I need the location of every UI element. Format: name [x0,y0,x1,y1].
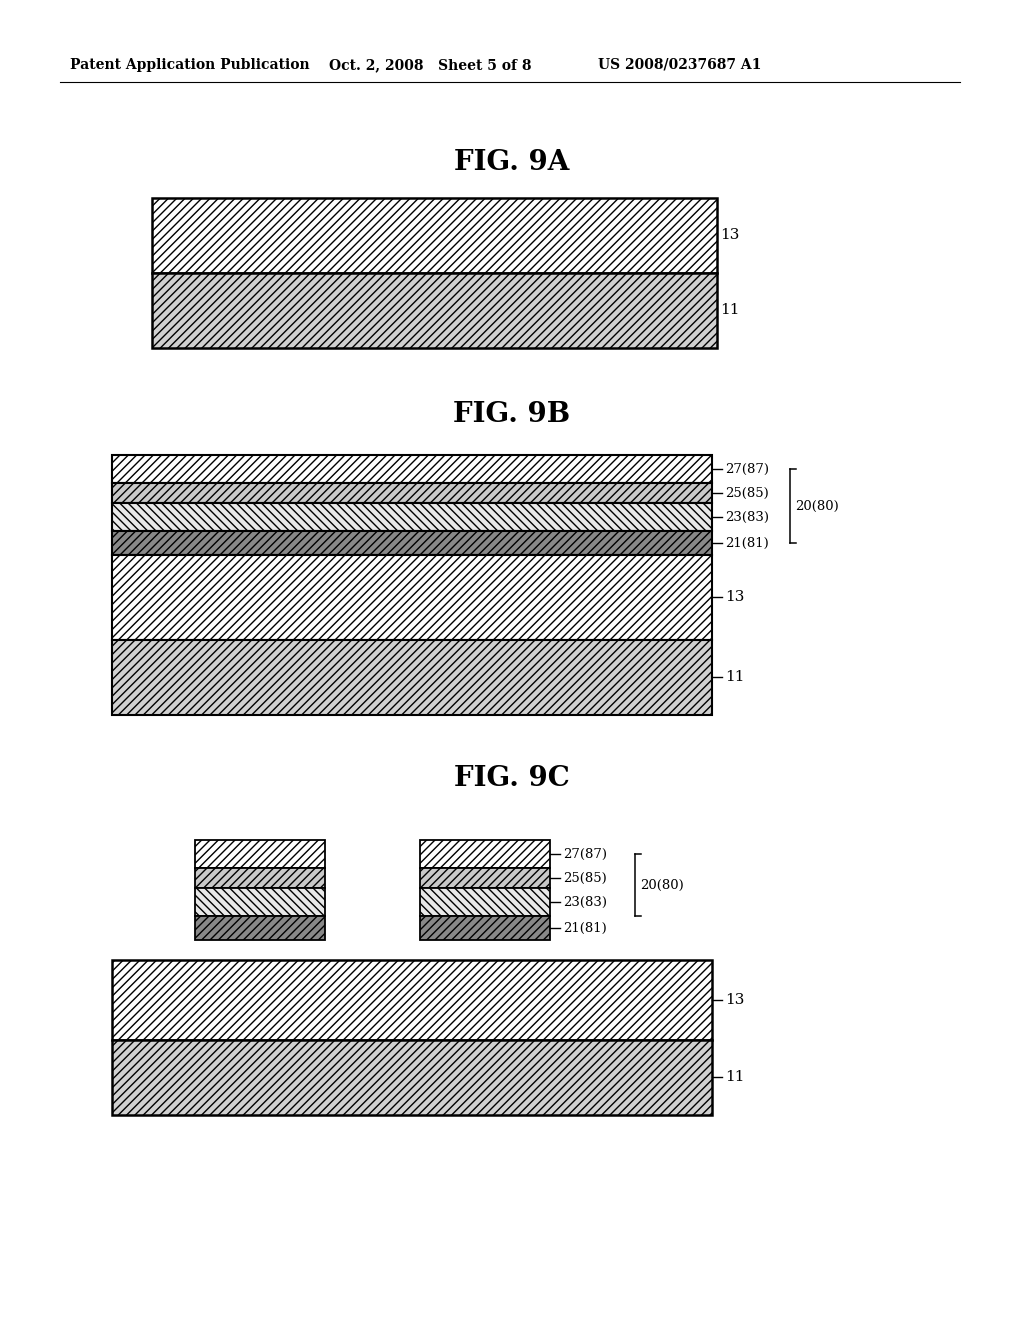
Text: US 2008/0237687 A1: US 2008/0237687 A1 [598,58,762,73]
Text: 23(83): 23(83) [563,895,607,908]
Bar [152,273,717,348]
Text: FIG. 9A: FIG. 9A [455,149,569,176]
Text: 23(83): 23(83) [725,511,769,524]
Text: FIG. 9C: FIG. 9C [454,764,570,792]
Text: 11: 11 [725,671,744,684]
Bar [420,869,550,888]
Bar [195,869,325,888]
Text: 11: 11 [720,304,739,317]
Text: 11: 11 [725,1071,744,1084]
Bar [420,840,550,869]
Bar [112,455,712,483]
Bar [420,916,550,940]
Text: 25(85): 25(85) [725,487,769,499]
Text: FIG. 9B: FIG. 9B [454,401,570,429]
Bar [152,198,717,273]
Bar [112,483,712,503]
Text: 21(81): 21(81) [725,536,769,549]
Bar [195,840,325,869]
Text: 13: 13 [720,228,739,242]
Text: 27(87): 27(87) [725,462,769,475]
Text: Patent Application Publication: Patent Application Publication [71,58,310,73]
Text: 13: 13 [725,590,744,605]
Text: Oct. 2, 2008   Sheet 5 of 8: Oct. 2, 2008 Sheet 5 of 8 [329,58,531,73]
Bar [112,640,712,715]
Bar [112,960,712,1040]
Bar [112,531,712,554]
Bar [195,916,325,940]
Text: 21(81): 21(81) [563,921,607,935]
Text: 27(87): 27(87) [563,847,607,861]
Bar [112,503,712,531]
Text: 13: 13 [725,993,744,1007]
Bar [112,1040,712,1115]
Text: 20(80): 20(80) [795,499,839,512]
Text: 20(80): 20(80) [640,879,684,891]
Bar [195,888,325,916]
Text: 25(85): 25(85) [563,871,607,884]
Bar [420,888,550,916]
Bar [112,554,712,640]
